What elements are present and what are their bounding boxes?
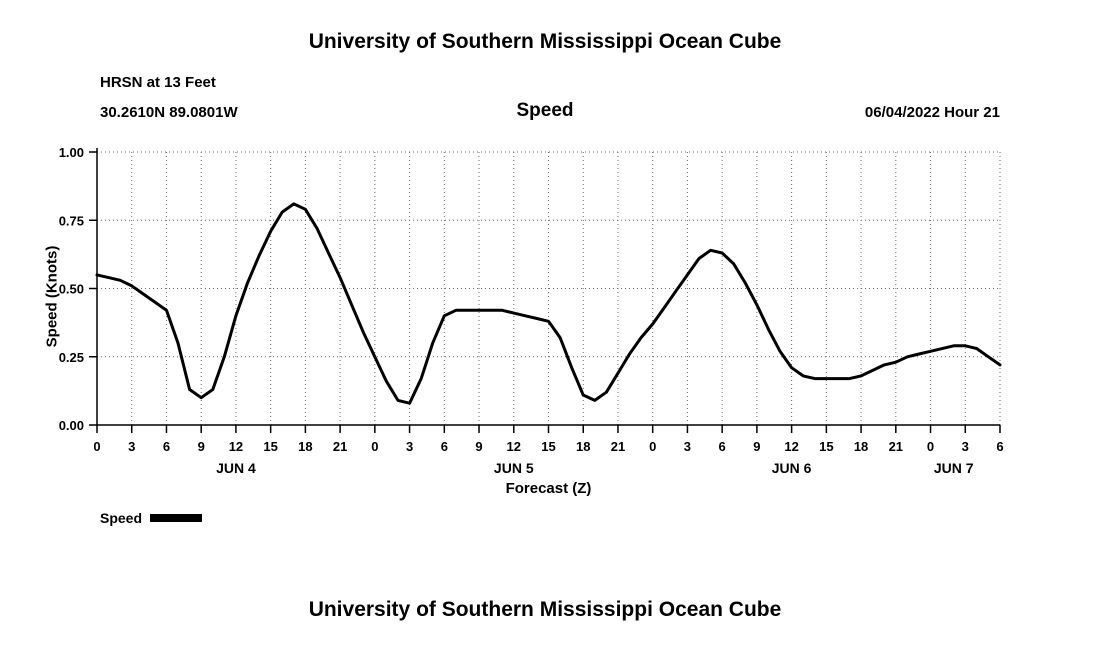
y-tick-label: 0.00: [59, 418, 84, 433]
x-tick-label: 12: [229, 439, 243, 454]
x-tick-label: 0: [649, 439, 656, 454]
page-title: University of Southern Mississippi Ocean…: [308, 30, 782, 53]
x-tick-label: 18: [854, 439, 868, 454]
day-label: JUN 4: [216, 460, 256, 476]
x-tick-label: 15: [263, 439, 277, 454]
y-tick-label: 0.50: [59, 282, 84, 297]
x-tick-label: 9: [753, 439, 760, 454]
x-tick-label: 3: [406, 439, 413, 454]
x-tick-label: 18: [576, 439, 590, 454]
coordinates-label: 30.2610N 89.0801W: [100, 104, 238, 121]
x-tick-label: 21: [611, 439, 625, 454]
day-label: JUN 6: [772, 460, 812, 476]
x-tick-label: 6: [719, 439, 726, 454]
x-tick-label: 21: [333, 439, 347, 454]
legend-line-swatch: [150, 514, 203, 522]
chart-title: Speed: [516, 100, 574, 121]
x-tick-label: 3: [684, 439, 691, 454]
x-tick-label: 3: [128, 439, 135, 454]
x-tick-label: 9: [475, 439, 482, 454]
x-tick-label: 18: [298, 439, 312, 454]
x-tick-label: 15: [541, 439, 555, 454]
station-label: HRSN at 13 Feet: [100, 74, 216, 91]
x-tick-label: 0: [93, 439, 100, 454]
legend-label: Speed: [100, 510, 143, 526]
x-tick-label: 0: [927, 439, 934, 454]
page-title-bottom: University of Southern Mississippi Ocean…: [308, 598, 782, 621]
run-time-label: 06/04/2022 Hour 21: [864, 104, 1000, 121]
x-tick-label: 21: [889, 439, 903, 454]
y-tick-label: 1.00: [59, 145, 84, 160]
x-tick-label: 15: [819, 439, 833, 454]
x-tick-label: 9: [198, 439, 205, 454]
x-tick-label: 3: [962, 439, 969, 454]
chart-legend: Speed: [100, 510, 203, 526]
x-tick-label: 6: [441, 439, 448, 454]
x-axis-label: Forecast (Z): [505, 480, 592, 497]
x-tick-label: 0: [371, 439, 378, 454]
y-tick-label: 0.25: [59, 350, 84, 365]
x-tick-label: 12: [784, 439, 798, 454]
x-tick-label: 6: [996, 439, 1003, 454]
x-tick-label: 12: [507, 439, 521, 454]
day-label: JUN 7: [934, 460, 974, 476]
speed-series-line: [95, 202, 1002, 405]
y-tick-label: 0.75: [59, 213, 84, 228]
x-tick-label: 6: [163, 439, 170, 454]
day-label: JUN 5: [494, 460, 534, 476]
